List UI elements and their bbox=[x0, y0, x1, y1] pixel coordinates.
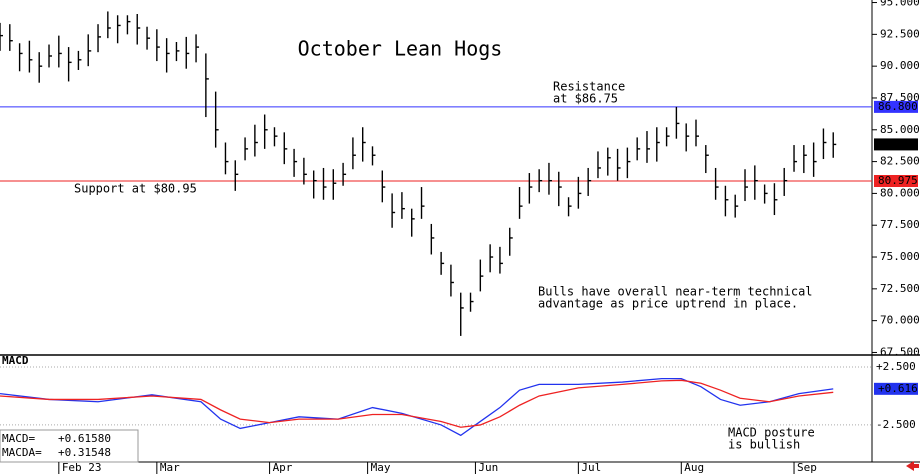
x-tick-label: Feb 23 bbox=[62, 461, 102, 474]
legend-box bbox=[0, 429, 139, 463]
y-tick-label: 72.500 bbox=[880, 282, 920, 295]
macd-tag: +0.616 bbox=[878, 382, 918, 395]
annotation: advantage as price uptrend in place. bbox=[538, 297, 798, 311]
level-annotation: Support at $80.95 bbox=[74, 181, 197, 195]
y-tick-label: 82.500 bbox=[880, 155, 920, 168]
x-tick-label: Aug bbox=[684, 461, 704, 474]
macd-tag-bg bbox=[874, 382, 918, 395]
y-tick-label: 75.000 bbox=[880, 250, 920, 263]
annotation: MACD posture bbox=[728, 426, 815, 440]
x-tick-label: Apr bbox=[273, 461, 293, 474]
y-tick-label: 67.500 bbox=[880, 345, 920, 358]
last-price-tag: 83.850 bbox=[878, 137, 918, 150]
y-tick-label: 85.000 bbox=[880, 123, 920, 136]
level-annotation: at $86.75 bbox=[553, 91, 618, 105]
annotation: Bulls have overall near-term technical bbox=[538, 285, 813, 299]
legend-label: MACDA= bbox=[2, 446, 42, 459]
chart-title: October Lean Hogs bbox=[298, 37, 503, 61]
y-tick-label: -2.500 bbox=[876, 418, 916, 431]
macd-line bbox=[0, 377, 834, 437]
y-tick-label: +2.500 bbox=[876, 360, 916, 373]
y-tick-label: 95.000 bbox=[880, 0, 920, 9]
last-price-bg bbox=[874, 138, 918, 151]
y-tick-label: 90.000 bbox=[880, 59, 920, 72]
level-tag-bg bbox=[874, 100, 918, 113]
panel-title: MACD bbox=[2, 354, 29, 367]
level-tag: 86.800 bbox=[878, 100, 918, 113]
level-tag: 80.975 bbox=[878, 174, 918, 187]
legend-value: +0.31548 bbox=[58, 446, 111, 459]
legend-value: +0.61580 bbox=[58, 432, 111, 445]
x-tick-label: Mar bbox=[160, 461, 180, 474]
y-tick-label: 92.500 bbox=[880, 27, 920, 40]
level-annotation: Resistance bbox=[553, 79, 625, 93]
annotation: is bullish bbox=[728, 438, 800, 452]
y-tick-label: 70.000 bbox=[880, 314, 920, 327]
y-tick-label: 77.500 bbox=[880, 218, 920, 231]
y-tick-label: 80.000 bbox=[880, 186, 920, 199]
y-tick-label: 87.500 bbox=[880, 91, 920, 104]
x-tick-label: May bbox=[371, 461, 391, 474]
level-tag-bg bbox=[874, 174, 918, 187]
scroll-arrow[interactable] bbox=[906, 461, 919, 471]
x-tick-label: Jul bbox=[581, 461, 601, 474]
legend-label: MACD= bbox=[2, 432, 35, 445]
macd-line bbox=[0, 379, 834, 428]
x-tick-label: Jun bbox=[478, 461, 498, 474]
x-tick-label: Sep bbox=[797, 461, 817, 474]
